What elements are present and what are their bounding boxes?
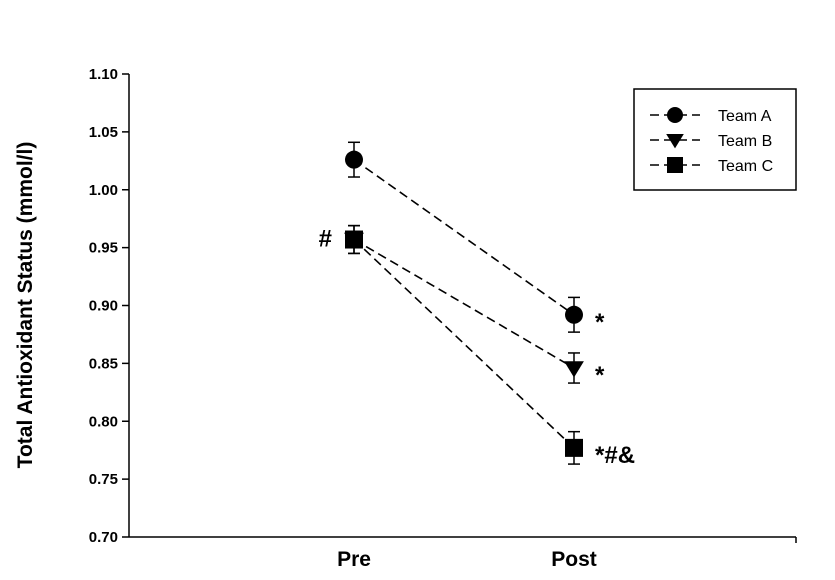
y-tick-label: 1.00 <box>89 182 118 199</box>
data-point-square <box>667 157 683 173</box>
data-point-circle <box>667 107 683 123</box>
legend-label: Team B <box>718 133 772 150</box>
y-tick-label: 1.05 <box>89 124 118 141</box>
y-axis-title: Total Antioxidant Status (mmol/l) <box>14 142 37 469</box>
series-team-a <box>345 141 583 333</box>
legend-item: Team C <box>650 157 773 175</box>
y-ticks: 0.70 0.75 0.80 0.85 0.90 0.95 1.00 1.05 1.10 <box>89 66 129 546</box>
y-tick-label: 0.90 <box>89 298 118 315</box>
series-team-c <box>345 224 583 465</box>
y-tick-label: 0.85 <box>89 355 118 372</box>
x-category-label: Post <box>551 548 597 571</box>
legend-item: Team B <box>650 133 772 150</box>
significance-annotation: # <box>319 226 332 253</box>
legend: Team A Team B Team C <box>633 88 797 191</box>
series-layer <box>344 141 584 465</box>
data-point-square <box>565 438 583 457</box>
significance-annotation: *#& <box>595 442 635 469</box>
y-tick-label: 0.75 <box>89 471 118 488</box>
data-point-circle <box>565 305 583 324</box>
legend-label: Team A <box>718 108 772 125</box>
legend-item: Team A <box>650 107 772 125</box>
series-team-b <box>344 224 584 384</box>
series-line <box>353 238 575 369</box>
x-category-label: Pre <box>337 548 371 571</box>
y-tick-label: 1.10 <box>89 66 118 83</box>
y-tick-label: 0.95 <box>89 240 118 257</box>
data-point-triangle <box>564 361 584 378</box>
y-tick-label: 0.80 <box>89 413 118 430</box>
significance-annotation: * <box>595 309 605 336</box>
data-point-triangle <box>666 134 684 149</box>
x-category-labels: Pre Post <box>337 548 597 571</box>
y-tick-label: 0.70 <box>89 529 118 546</box>
significance-annotation: * <box>595 362 605 389</box>
annotations: # * * *#& <box>319 226 635 469</box>
data-point-square <box>345 230 363 249</box>
series-line <box>353 238 575 449</box>
series-line <box>353 159 575 316</box>
legend-box <box>633 88 797 191</box>
data-point-circle <box>345 150 363 169</box>
legend-label: Team C <box>718 158 773 175</box>
